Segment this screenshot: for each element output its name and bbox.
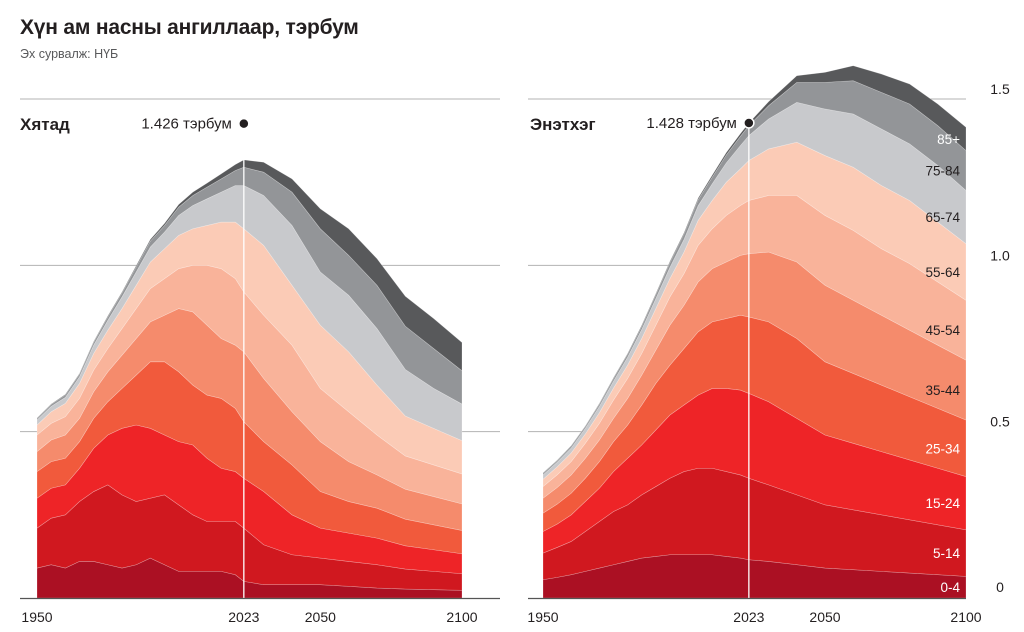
panel-title: Энэтхэг [530,115,596,134]
band-label-85+: 85+ [937,132,960,147]
band-label-15-24: 15-24 [925,496,960,511]
x-tick-label: 1950 [527,609,558,625]
band-label-25-34: 25-34 [925,441,960,456]
x-tick-label: 1950 [21,609,52,625]
area-band-5-14 [542,467,967,581]
band-label-75-84: 75-84 [925,164,960,179]
x-tick-label: 2023 [733,609,764,625]
panel-title: Хятад [20,115,70,134]
peak-dot [238,117,250,130]
panel-india: 1.428 тэрбум Энэтхэг 1950 2023 2050 2100 0 0.5 1… [527,65,1010,625]
area-band-85+ [542,65,967,474]
x-tick-label: 2100 [446,609,477,625]
y-tick-label: 1.0 [990,247,1010,263]
peak-label: 1.428 тэрбум [646,115,736,132]
x-tick-label: 2050 [809,609,840,625]
x-tick-label: 2100 [950,609,981,625]
band-label-35-44: 35-44 [925,383,960,398]
band-label-5-14: 5-14 [933,546,961,561]
x-tick-label: 2023 [228,609,259,625]
y-tick-label: 0.5 [990,414,1010,430]
area-band-25-34 [36,361,463,555]
band-label-0-4: 0-4 [940,580,960,595]
chart-source: Эх сурвалж: НҮБ [20,47,119,61]
peak-dot [743,117,755,129]
peak-label: 1.426 тэрбум [141,116,231,133]
area-band-15-24 [36,424,463,575]
y-tick-label: 1.5 [990,81,1010,97]
area-band-85+ [36,159,463,420]
band-label-65-74: 65-74 [925,210,960,225]
chart-title: Хүн ам насны ангиллаар, тэрбум [20,16,359,39]
band-label-55-64: 55-64 [925,265,960,280]
band-label-45-54: 45-54 [925,323,960,338]
x-tick-label: 2050 [305,609,336,625]
panel-china: 1.426 тэрбум Хятад 1950 2023 2050 2100 [20,98,500,625]
y-tick-label: 0 [996,579,1004,595]
